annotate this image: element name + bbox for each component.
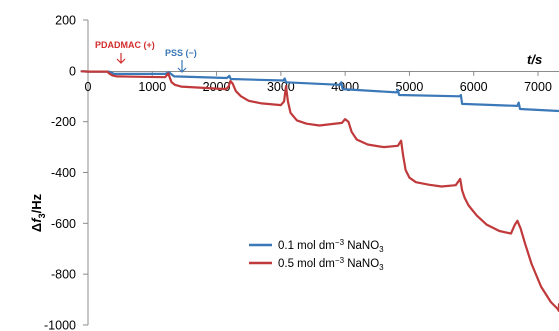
plot-area: 2000-200-400-600-800-1000 0 1000 2000 3000 4… bbox=[44, 14, 559, 331]
x-axis-title: t/s bbox=[527, 52, 542, 67]
y-tick-label: 200 bbox=[55, 14, 76, 28]
x-tick-label: 2000 bbox=[203, 80, 231, 94]
y-tick-label: -800 bbox=[51, 268, 76, 282]
arrow-down-icon bbox=[177, 60, 187, 73]
arrow-down-icon bbox=[116, 53, 126, 64]
y-tick-label: -400 bbox=[51, 166, 76, 180]
y-tick-label: -600 bbox=[51, 217, 76, 231]
annotation-pdadmac: PDADMAC (+) bbox=[95, 40, 155, 64]
x-tick-label: 5000 bbox=[396, 80, 424, 94]
legend-label-1: 0.5 mol dm−3 NaNO3 bbox=[278, 256, 384, 272]
series-line-0 bbox=[80, 70, 559, 113]
y-tick-label: 0 bbox=[69, 64, 76, 78]
annotation-pss-label: PSS (−) bbox=[165, 48, 197, 58]
x-tick-label: 4000 bbox=[331, 80, 359, 94]
y-tick-label: -1000 bbox=[44, 319, 76, 331]
x-tick-label: 7000 bbox=[524, 80, 552, 94]
series-line-1 bbox=[80, 70, 559, 313]
legend-label-0: 0.1 mol dm−3 NaNO3 bbox=[278, 238, 384, 254]
x-tick-label: 0 bbox=[85, 80, 92, 94]
annotation-pdadmac-label: PDADMAC (+) bbox=[95, 40, 155, 50]
legend: 0.1 mol dm−3 NaNO3 0.5 mol dm−3 NaNO3 bbox=[249, 238, 384, 272]
y-axis-title: Δf3/Hz bbox=[29, 193, 47, 232]
y-tick-label: -200 bbox=[51, 115, 76, 129]
y-tick-group: 200 0 -200 -400 -600 -800 -1000 bbox=[44, 14, 88, 331]
x-tick-group: 0 1000 2000 3000 4000 5000 6000 7000 bbox=[85, 70, 552, 94]
annotation-pss: PSS (−) bbox=[165, 48, 197, 73]
x-tick-label: 1000 bbox=[138, 80, 166, 94]
x-tick-label: 6000 bbox=[460, 80, 488, 94]
series-layer bbox=[80, 70, 559, 313]
